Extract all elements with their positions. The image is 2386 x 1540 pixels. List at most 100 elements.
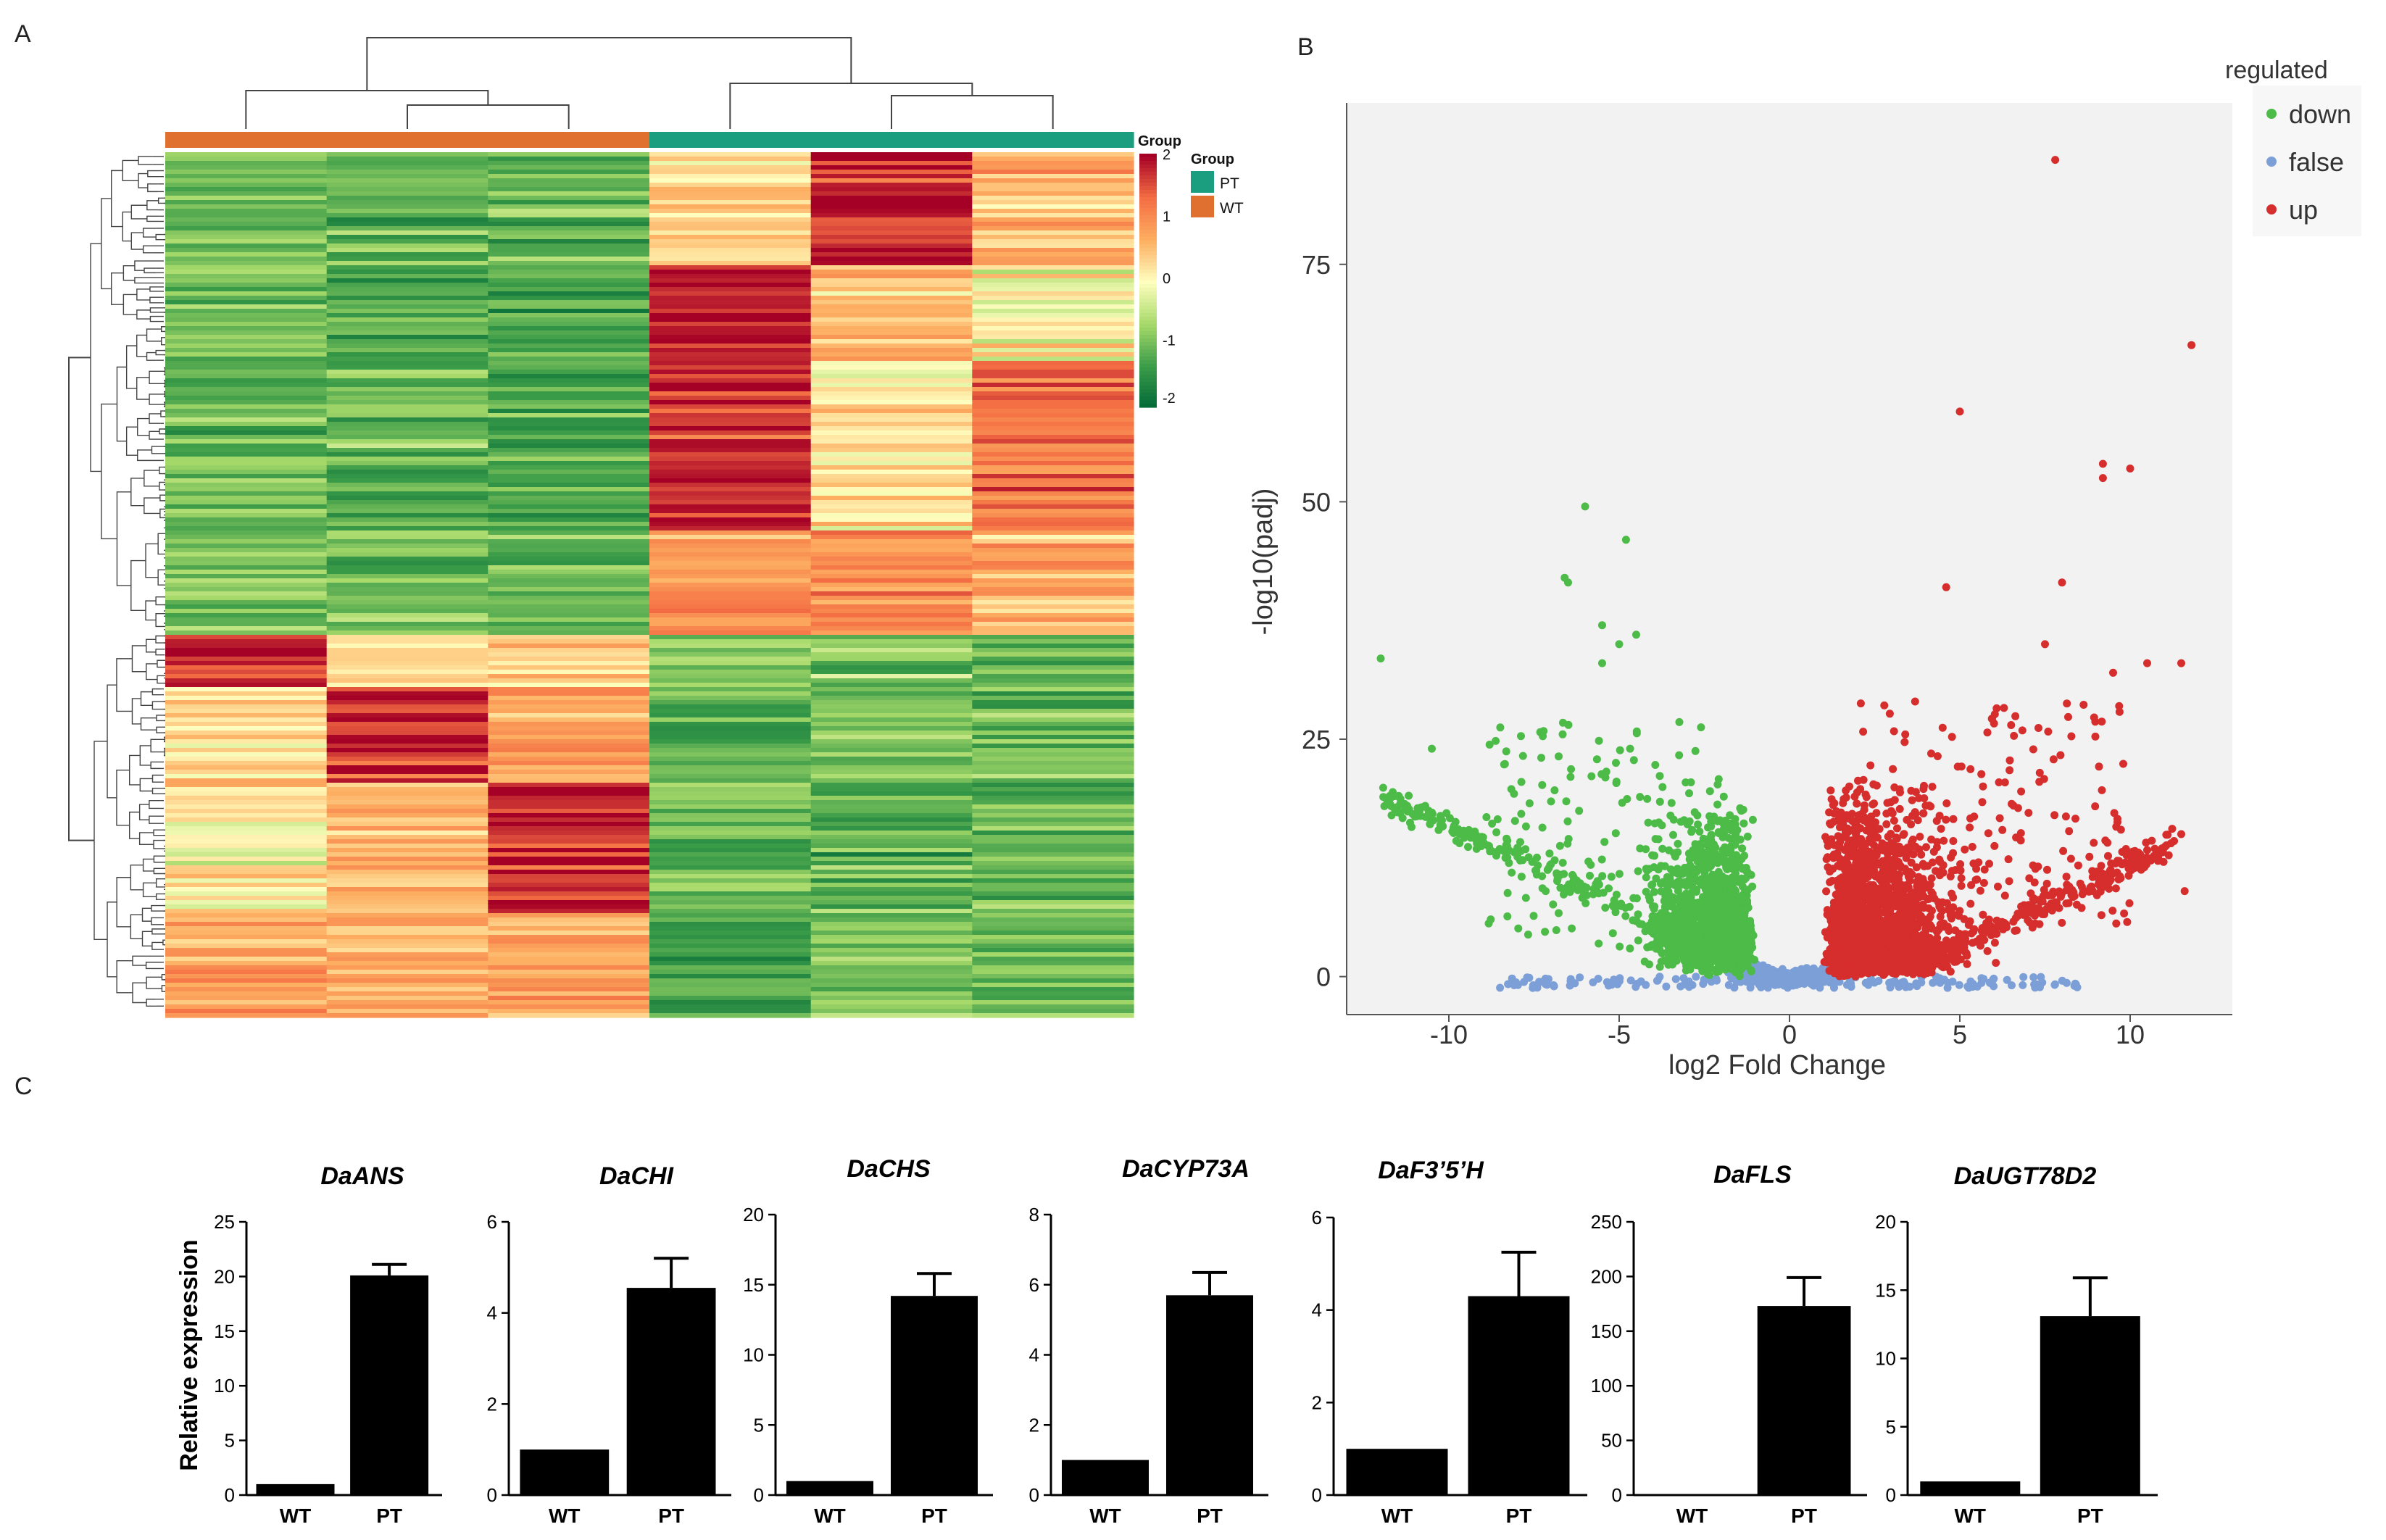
heatmap-cell (165, 583, 328, 588)
volcano-point-down (1743, 960, 1752, 969)
volcano-point-down (1708, 946, 1716, 954)
heatmap-cell (326, 183, 489, 188)
heatmap-cell (488, 535, 650, 540)
heatmap-cell (326, 731, 489, 736)
heatmap-cell (972, 913, 1134, 918)
heatmap-cell (165, 487, 328, 492)
volcano-point-down (1747, 967, 1755, 975)
volcano-point-down (1670, 881, 1679, 889)
heatmap-cell (810, 739, 973, 744)
volcano-point-down (1654, 835, 1663, 844)
heatmap-cell (326, 783, 489, 788)
heatmap-cell (810, 461, 973, 466)
heatmap-cell (649, 522, 812, 527)
heatmap-cell (972, 874, 1134, 879)
heatmap-cell (972, 670, 1134, 675)
heatmap-cell (649, 278, 812, 283)
heatmap-cell (649, 309, 812, 314)
heatmap-cell (326, 809, 489, 814)
volcano-point-false (1990, 982, 1998, 991)
heatmap-cell (649, 774, 812, 779)
heatmap-cell (488, 639, 650, 644)
volcano-point-false (2050, 981, 2059, 989)
volcano-point-down (1721, 898, 1730, 907)
heatmap-cell (972, 404, 1134, 409)
heatmap-cell (649, 426, 812, 431)
volcano-point-down (1645, 896, 1654, 904)
volcano-point-down (1736, 966, 1745, 975)
row-dendrogram-link (141, 907, 151, 922)
volcano-point-false (1800, 975, 1809, 983)
heatmap-cell (165, 417, 328, 423)
color-scale-step (1139, 175, 1157, 180)
heatmap-cell (488, 157, 650, 162)
heatmap-cell (165, 170, 328, 175)
volcano-point-down (1636, 793, 1645, 802)
heatmap-cell (972, 252, 1134, 257)
heatmap-cell (972, 622, 1134, 627)
heatmap-cell (649, 813, 812, 818)
heatmap-cell (649, 800, 812, 805)
volcano-point-down (1426, 820, 1434, 828)
heatmap-cell (165, 983, 328, 988)
heatmap-cell (326, 283, 489, 288)
heatmap-cell (165, 652, 328, 657)
heatmap-cell (972, 687, 1134, 692)
heatmap-cell (488, 600, 650, 605)
heatmap-cell (810, 852, 973, 857)
volcano-point-down (1651, 761, 1660, 769)
heatmap-cell (972, 900, 1134, 905)
heatmap-cell (165, 544, 328, 549)
volcano-point-down (1642, 888, 1650, 896)
volcano-point-down (1726, 913, 1735, 922)
heatmap-cell (810, 352, 973, 357)
volcano-point-down (1720, 960, 1729, 968)
heatmap-cell (165, 370, 328, 375)
heatmap-cell (488, 904, 650, 910)
heatmap-cell (810, 613, 973, 618)
heatmap-cell (165, 191, 328, 196)
heatmap-cell (810, 452, 973, 457)
heatmap-cell (649, 935, 812, 940)
color-scale-tick: 1 (1163, 209, 1171, 225)
volcano-point-false (1653, 976, 1662, 985)
heatmap-cell (649, 861, 812, 866)
heatmap-cell (488, 509, 650, 514)
heatmap-cell (326, 304, 489, 309)
heatmap-cell (972, 796, 1134, 801)
heatmap-cell (810, 939, 973, 944)
color-scale-step (1139, 295, 1157, 299)
heatmap-cell (326, 661, 489, 666)
heatmap-cell (810, 787, 973, 792)
heatmap-cell (326, 170, 489, 175)
heatmap-cell (972, 822, 1134, 827)
heatmap-cell (972, 917, 1134, 923)
volcano-x-tick-label: -5 (1608, 1020, 1631, 1049)
volcano-point-false (1864, 981, 1873, 989)
row-dendrogram-link (151, 904, 167, 912)
heatmap-cell (488, 370, 650, 375)
heatmap-cell (649, 904, 812, 910)
heatmap-cell (488, 630, 650, 636)
volcano-point-down (1738, 844, 1747, 853)
volcano-point-down (1387, 802, 1395, 810)
heatmap-cell (165, 722, 328, 727)
heatmap-cell (165, 961, 328, 966)
heatmap-cell (165, 270, 328, 275)
heatmap-cell (972, 157, 1134, 162)
heatmap-cell (326, 591, 489, 596)
heatmap-cell (326, 448, 489, 453)
heatmap-cell (326, 309, 489, 314)
heatmap-cell (165, 970, 328, 975)
heatmap-cell (488, 417, 650, 423)
heatmap-cell (488, 1000, 650, 1005)
heatmap-cell (649, 757, 812, 762)
heatmap-cell (488, 652, 650, 657)
heatmap-cell (972, 461, 1134, 466)
heatmap-cell (165, 278, 328, 283)
heatmap-cell (649, 744, 812, 749)
heatmap-cell (972, 696, 1134, 701)
volcano-point-down (1587, 772, 1596, 781)
heatmap-cell (649, 896, 812, 901)
heatmap-cell (326, 765, 489, 770)
